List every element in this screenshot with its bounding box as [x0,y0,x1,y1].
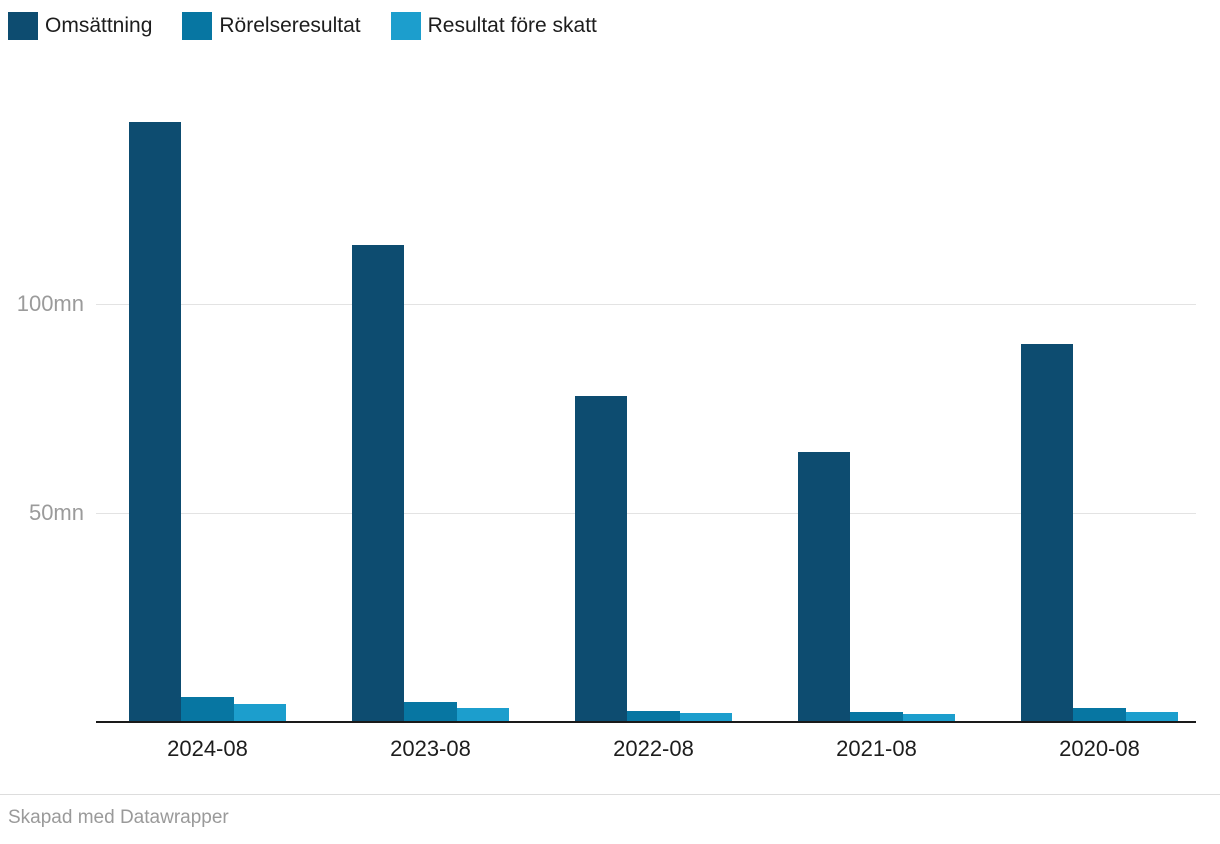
gridline-100mn [96,303,1196,305]
gridline-50mn [96,512,1196,514]
bar-2022-08-series-2 [679,713,732,722]
x-axis-tick-label: 2021-08 [836,736,917,761]
footer-attribution: Skapad med Datawrapper [8,807,229,828]
bar-2023-08-series-2 [456,708,509,722]
legend-item-rorelseresultat: Rörelseresultat [182,12,361,40]
legend-swatch-omsattning [8,12,38,40]
bar-2021-08-series-2 [902,714,955,722]
legend-label: Resultat före skatt [427,14,597,37]
x-axis-tick-label: 2023-08 [390,736,471,761]
x-axis-baseline [96,721,1196,723]
bar-2023-08-series-1 [404,701,457,722]
bar-2024-08-series-2 [233,704,286,722]
legend-item-resultat-fore-skatt: Resultat före skatt [390,12,597,40]
legend-label: Rörelseresultat [219,14,361,37]
bar-2020-08-series-0 [1021,343,1074,722]
legend: Omsättning Rörelseresultat Resultat före… [8,12,597,40]
bar-2024-08-series-0 [129,122,182,722]
legend-label: Omsättning [45,14,153,37]
legend-swatch-resultat-fore-skatt [390,12,421,40]
bar-2021-08-series-0 [798,452,851,722]
bar-2022-08-series-0 [575,395,628,722]
y-axis-tick-label: 50mn [28,500,84,525]
bar-2021-08-series-1 [850,711,903,722]
bar-2022-08-series-1 [627,711,680,722]
x-axis-tick-label: 2022-08 [613,736,694,761]
footer-divider [0,794,1220,795]
legend-swatch-rorelseresultat [182,12,213,40]
y-axis-tick-label: 100mn [16,291,84,316]
bar-2024-08-series-1 [181,696,234,722]
bar-2020-08-series-2 [1125,711,1178,722]
x-axis-tick-label: 2020-08 [1059,736,1140,761]
bar-2020-08-series-1 [1073,708,1126,722]
legend-item-omsattning: Omsättning [8,12,152,40]
x-axis-tick-label: 2024-08 [167,736,248,761]
bar-2023-08-series-0 [352,245,405,722]
